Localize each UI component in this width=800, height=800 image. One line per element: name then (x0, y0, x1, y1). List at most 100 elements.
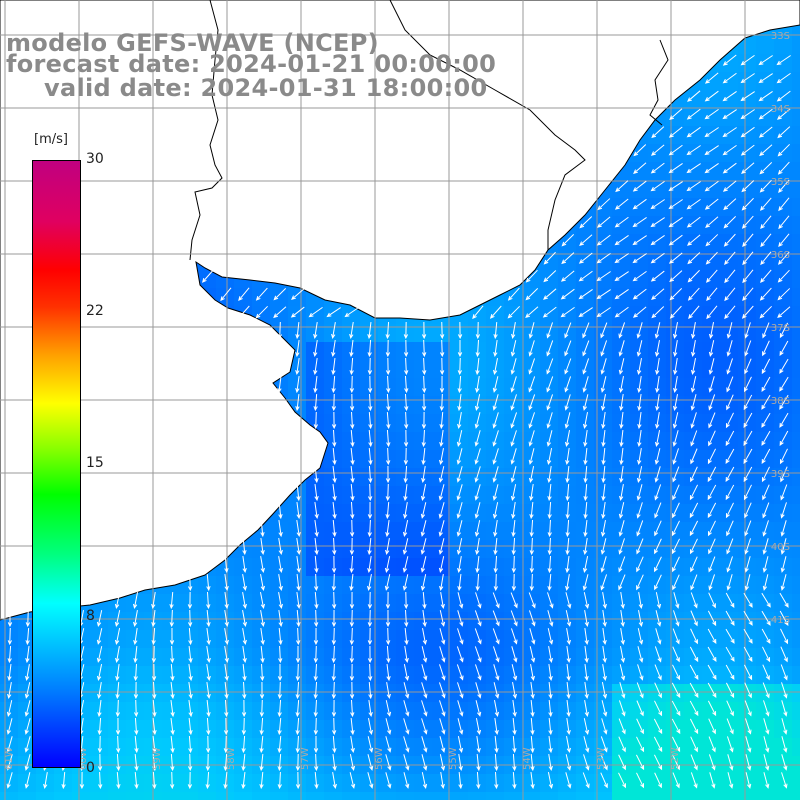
wind-arrow (725, 448, 735, 465)
wind-arrow (133, 645, 138, 664)
speed-cell (396, 396, 415, 415)
speed-cell (774, 72, 793, 91)
speed-cell (270, 792, 289, 800)
speed-cell (360, 720, 379, 739)
wind-arrow (546, 394, 554, 411)
wind-arrow (726, 574, 733, 591)
wind-arrow (708, 754, 716, 771)
speed-cell (648, 522, 667, 541)
wind-arrow (475, 592, 482, 609)
latitude-label: 35S (771, 177, 790, 188)
speed-cell (288, 522, 307, 541)
speed-cell (468, 684, 487, 703)
speed-cell (612, 738, 631, 757)
wind-arrow (566, 628, 571, 646)
speed-cell (540, 540, 559, 559)
wind-arrow (690, 736, 698, 753)
speed-cell (414, 720, 433, 739)
wind-arrow (421, 682, 428, 699)
longitude-label: 57W (300, 747, 311, 770)
speed-cell (504, 774, 523, 793)
speed-cell (684, 522, 703, 541)
wind-arrow (565, 754, 572, 771)
speed-cell (324, 738, 343, 757)
speed-cell (684, 594, 703, 613)
speed-cell (774, 108, 793, 127)
wind-arrow (206, 646, 211, 664)
speed-cell (306, 666, 325, 685)
wind-arrow (367, 556, 372, 574)
wind-arrow (278, 610, 283, 628)
wind-arrow (744, 376, 752, 393)
wind-arrow (758, 108, 773, 120)
latitude-label: 36S (771, 250, 790, 261)
wind-arrow (760, 251, 772, 266)
speed-cell (774, 594, 793, 613)
wind-arrow (726, 700, 734, 717)
speed-cell (504, 306, 523, 325)
speed-cell (72, 792, 91, 800)
wind-arrow (115, 664, 120, 682)
wind-arrow (583, 430, 588, 448)
wind-arrow (367, 645, 373, 664)
speed-cell (774, 414, 793, 433)
wind-arrow (636, 358, 642, 375)
wind-arrow (422, 610, 427, 628)
wind-arrow (313, 358, 318, 376)
speed-cell (720, 306, 739, 325)
speed-cell (792, 702, 800, 721)
speed-cell (522, 720, 541, 739)
wind-arrow (224, 610, 229, 628)
speed-cell (360, 432, 379, 451)
speed-cell (342, 540, 361, 559)
wind-arrow (421, 718, 428, 735)
speed-cell (540, 792, 559, 800)
wind-arrow (134, 753, 139, 772)
wind-arrow (313, 699, 318, 718)
speed-cell (684, 126, 703, 145)
speed-cell (792, 774, 800, 793)
speed-cell (198, 792, 217, 800)
wind-arrow (475, 718, 482, 735)
wind-arrow (349, 555, 354, 574)
wind-arrow (564, 322, 572, 339)
wind-arrow (458, 771, 463, 790)
wind-arrow (781, 682, 788, 699)
wind-arrow (114, 592, 121, 609)
speed-cell (360, 612, 379, 631)
wind-arrow (618, 520, 625, 537)
speed-cell (666, 108, 685, 127)
speed-cell (702, 774, 721, 793)
speed-cell (306, 486, 325, 505)
wind-arrow (583, 447, 588, 466)
wind-arrow (762, 502, 770, 519)
speed-cell (630, 216, 649, 235)
speed-cell (468, 738, 487, 757)
wind-arrow (584, 628, 589, 646)
speed-cell (504, 558, 523, 577)
speed-cell (594, 306, 613, 325)
speed-cell (234, 630, 253, 649)
wind-arrow (632, 306, 647, 318)
wind-arrow (744, 538, 751, 555)
wind-arrow (206, 609, 211, 628)
wind-arrow (367, 591, 373, 610)
wind-arrow (259, 717, 264, 736)
speed-cell (594, 270, 613, 289)
wind-arrow (668, 126, 683, 138)
speed-cell (702, 252, 721, 271)
wind-arrow (725, 664, 735, 681)
wind-arrow (404, 646, 409, 664)
speed-cell (648, 792, 667, 800)
wind-arrow (582, 358, 590, 375)
wind-arrow (618, 772, 626, 789)
speed-cell (198, 648, 217, 667)
speed-cell (252, 594, 271, 613)
speed-cell (792, 306, 800, 325)
wind-arrow (744, 502, 752, 519)
wind-arrow (690, 628, 698, 645)
wind-arrow (385, 772, 392, 789)
speed-cell (720, 594, 739, 613)
latitude-label: 37S (771, 323, 790, 334)
speed-cell (630, 594, 649, 613)
